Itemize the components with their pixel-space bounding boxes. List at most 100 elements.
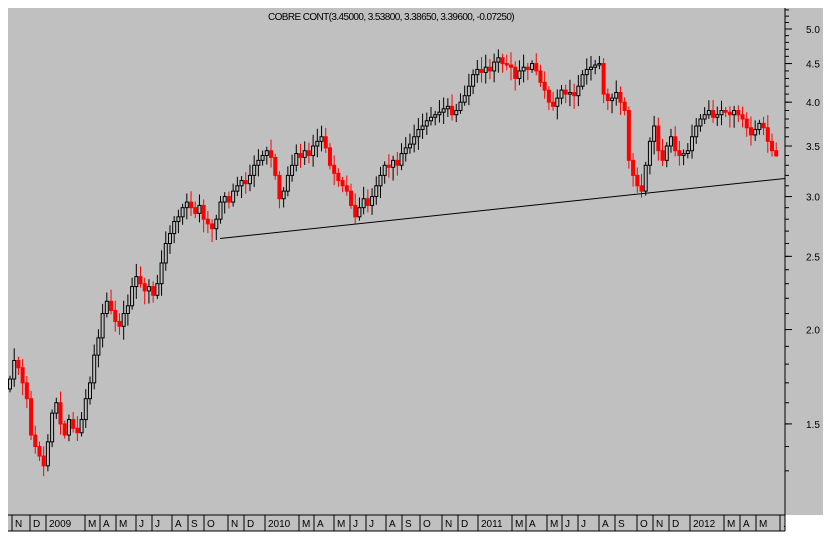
candle-down <box>273 156 278 176</box>
candle-up <box>559 89 564 99</box>
candle-up <box>694 125 699 138</box>
candle-down <box>298 153 303 158</box>
candle-up <box>706 109 711 116</box>
x-tick-label: A <box>602 519 609 530</box>
candle-down <box>508 64 513 68</box>
candle-up <box>391 159 396 168</box>
candle-up <box>437 111 442 116</box>
x-tick-label: J <box>353 519 358 530</box>
candle-up <box>163 242 168 264</box>
candle-down <box>327 147 332 166</box>
candle-up <box>567 91 572 95</box>
x-tick-label: S <box>191 519 198 530</box>
candle-down <box>774 150 779 157</box>
candle-down <box>349 190 354 206</box>
candle-up <box>361 198 366 209</box>
candle-up <box>429 116 433 122</box>
candle-up <box>399 153 404 166</box>
x-tick-label: A <box>529 519 536 530</box>
x-tick-label: O <box>423 519 431 530</box>
candle-down <box>740 114 745 120</box>
candle-down <box>635 174 640 187</box>
candle-up <box>685 150 690 155</box>
y-tick-label: 3.0 <box>806 193 820 204</box>
chart-title: COBRE CONT(3.45000, 3.53800, 3.38650, 3.… <box>268 12 515 23</box>
x-tick-label: J <box>139 519 144 530</box>
candle-down <box>16 359 21 369</box>
candle-up <box>597 63 602 66</box>
candle-up <box>698 118 703 127</box>
candle-down <box>450 105 455 116</box>
x-tick-label: A <box>103 519 110 530</box>
candle-down <box>75 427 80 434</box>
candle-down <box>62 423 67 436</box>
candle-up <box>252 164 257 176</box>
candle-down <box>243 180 248 185</box>
candle-up <box>66 419 71 436</box>
candle-down <box>151 286 156 296</box>
candle-down <box>269 150 274 158</box>
candle-down <box>487 66 492 72</box>
candle-up <box>100 313 105 339</box>
x-tick-label: O <box>207 519 215 530</box>
x-tick-label: S <box>405 519 412 530</box>
candle-up <box>87 382 92 400</box>
candle-down <box>29 398 34 436</box>
candle-up <box>172 221 177 235</box>
candle-down <box>673 136 678 152</box>
candle-down <box>353 204 358 218</box>
x-tick-label: 2010 <box>268 519 291 530</box>
candle-up <box>92 354 97 384</box>
candle-down <box>117 320 122 327</box>
x-tick-label: D <box>672 519 679 530</box>
candle-up <box>294 153 299 166</box>
candle-down <box>386 164 391 168</box>
candle-up <box>285 174 290 192</box>
candle-up <box>176 216 181 223</box>
x-tick-label: N <box>445 519 452 530</box>
candle-up <box>121 313 126 327</box>
candle-up <box>445 105 450 110</box>
candle-up <box>302 150 307 158</box>
x-tick-label: . <box>783 519 786 530</box>
candle-down <box>656 125 661 152</box>
x-tick-label: D <box>247 519 254 530</box>
candle-up <box>475 68 480 76</box>
candle-down <box>109 300 114 311</box>
candle-down <box>605 93 610 102</box>
candle-up <box>264 150 269 156</box>
candle-up <box>466 85 471 97</box>
candle-down <box>306 150 311 156</box>
candle-up <box>433 114 438 118</box>
candle-up <box>159 262 164 285</box>
candle-up <box>260 154 265 161</box>
candle-up <box>652 125 657 142</box>
candle-up <box>130 286 135 307</box>
candle-up <box>382 164 387 176</box>
y-tick-label: 2.5 <box>806 252 820 263</box>
x-tick-label: 2011 <box>481 519 503 530</box>
candle-up <box>231 190 236 203</box>
x-tick-label: M <box>302 519 310 530</box>
candle-up <box>8 378 12 390</box>
candle-up <box>441 108 446 113</box>
candle-up <box>664 145 669 161</box>
y-tick-label: 1.5 <box>806 420 820 431</box>
candle-up <box>407 143 412 149</box>
candle-up <box>83 398 88 421</box>
candle-down <box>513 66 518 79</box>
candle-down <box>189 201 194 209</box>
x-tick-label: J <box>581 519 586 530</box>
candle-up <box>420 125 425 131</box>
x-tick-label: J <box>369 519 374 530</box>
candle-down <box>58 402 63 425</box>
candle-up <box>96 337 101 356</box>
candle-down <box>113 309 118 322</box>
candle-down <box>336 172 341 182</box>
candle-up <box>281 190 286 200</box>
candle-up <box>247 174 252 185</box>
candle-up <box>50 412 55 443</box>
candle-down <box>765 127 770 142</box>
candle-down <box>748 127 753 136</box>
candle-up <box>403 147 408 155</box>
